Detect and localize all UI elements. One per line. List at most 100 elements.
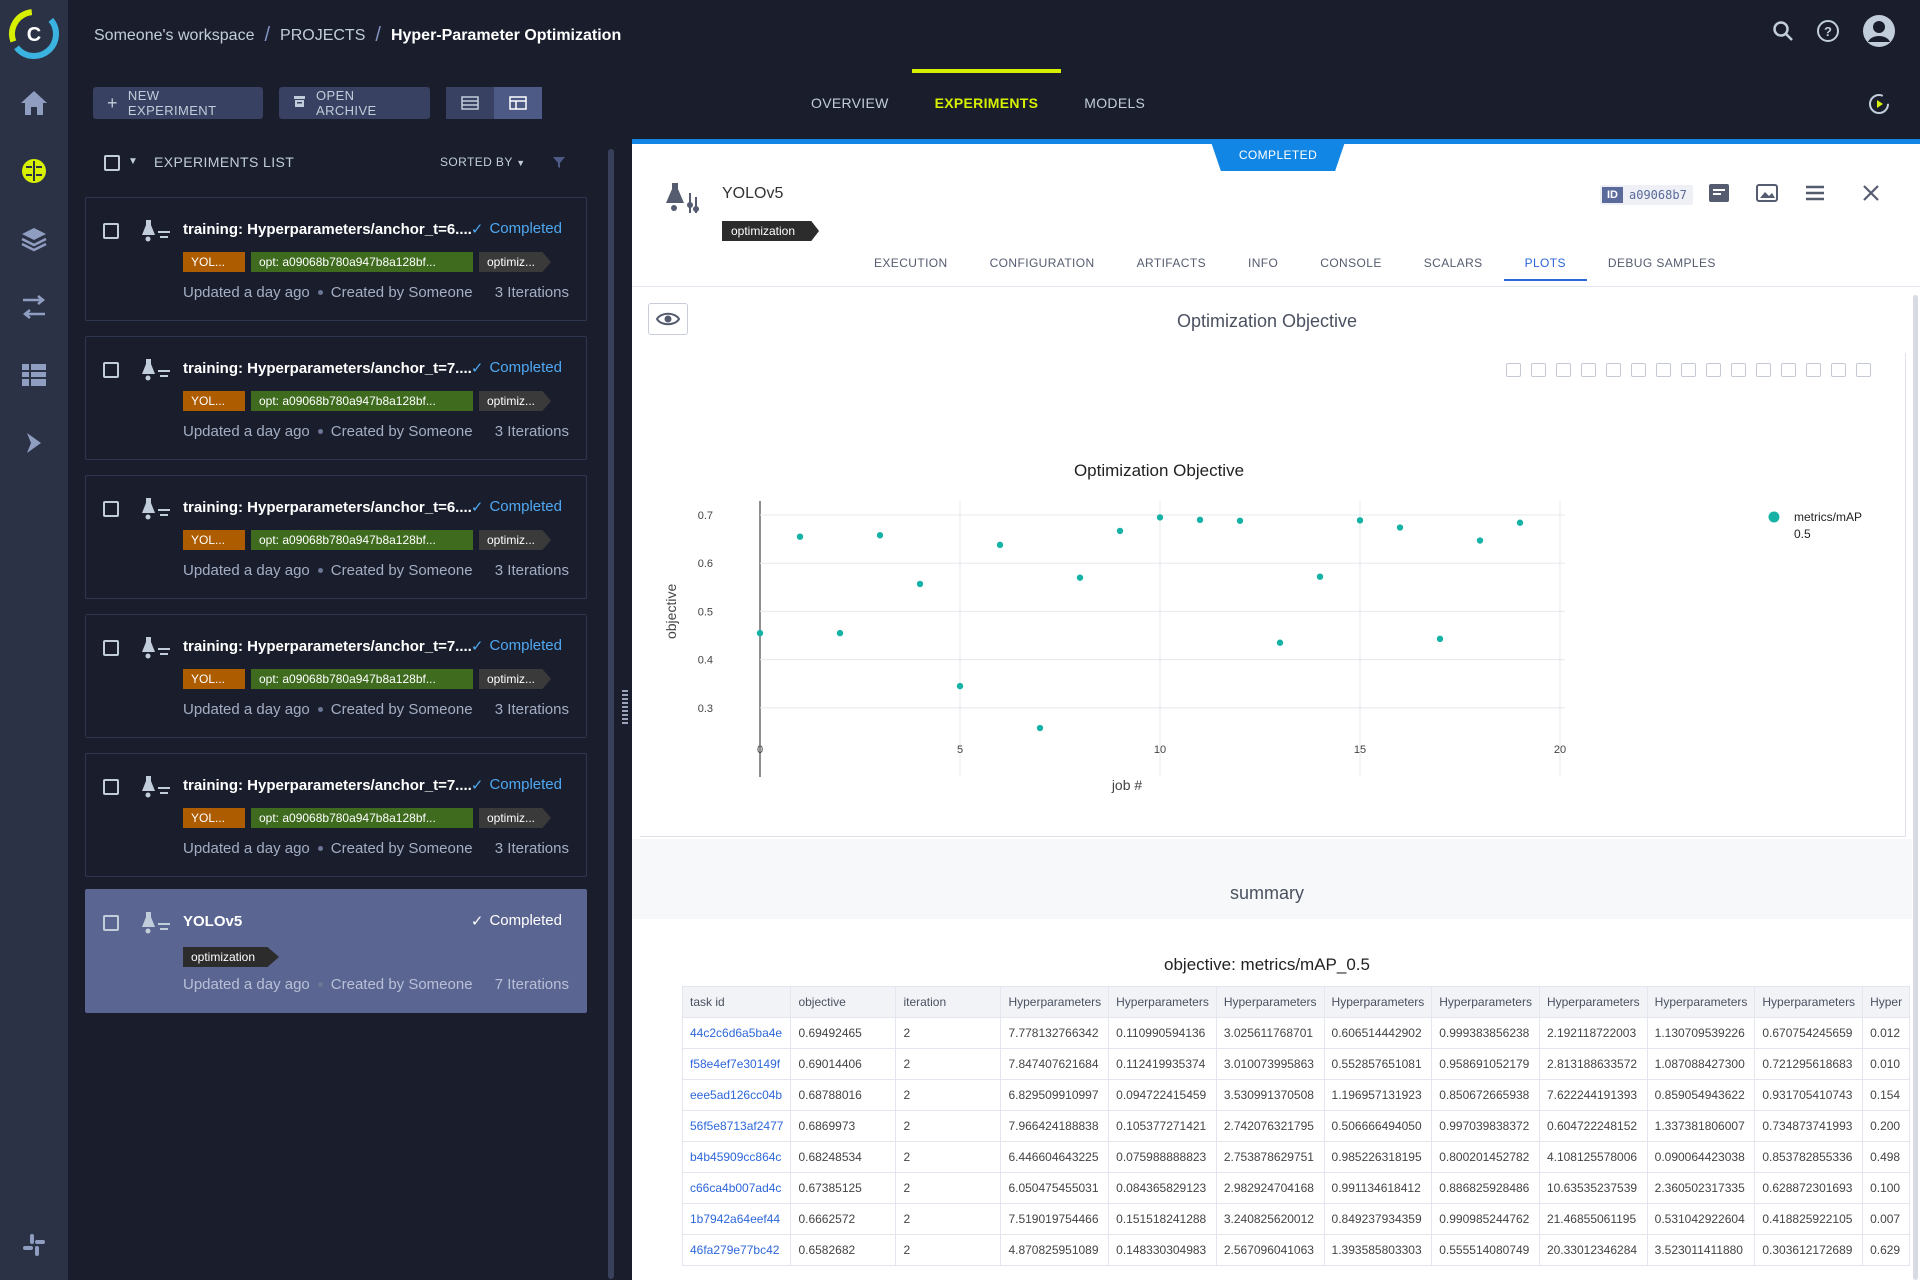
- scatter-point[interactable]: [1156, 514, 1164, 521]
- experiment-tag[interactable]: optimiz...: [479, 391, 551, 411]
- task-id-link[interactable]: 44c2c6d6a5ba4e: [681, 1017, 792, 1049]
- filter-icon[interactable]: [552, 155, 566, 174]
- workers-queues-icon[interactable]: [17, 426, 51, 460]
- auto-refresh-icon[interactable]: [1868, 93, 1890, 120]
- projects-brain-icon[interactable]: [17, 154, 51, 188]
- task-id-link[interactable]: 46fa279e77bc42: [681, 1234, 792, 1266]
- slack-icon[interactable]: [17, 1228, 51, 1262]
- tab-configuration[interactable]: CONFIGURATION: [989, 256, 1095, 270]
- scatter-point[interactable]: [996, 541, 1004, 549]
- tab-experiments[interactable]: EXPERIMENTS: [911, 67, 1062, 139]
- toggle-visibility-button[interactable]: [648, 303, 688, 335]
- download-json-icon[interactable]: [1831, 363, 1846, 377]
- menu-icon[interactable]: [1804, 184, 1826, 207]
- legend-label[interactable]: 0.5: [1794, 527, 1811, 541]
- home-icon[interactable]: [17, 86, 51, 120]
- select-all-checkbox[interactable]: [104, 155, 120, 171]
- experiment-tag[interactable]: YOL...: [183, 669, 245, 689]
- experiment-tag[interactable]: YOL...: [183, 391, 245, 411]
- maximize-icon[interactable]: [1856, 363, 1871, 377]
- spike-lines-icon[interactable]: [1781, 363, 1796, 377]
- experiment-title[interactable]: YOLOv5: [722, 185, 784, 202]
- scatter-point[interactable]: [956, 682, 964, 690]
- pipelines-icon[interactable]: [17, 290, 51, 324]
- scatter-point[interactable]: [1196, 516, 1204, 524]
- tab-models[interactable]: MODELS: [1084, 95, 1146, 111]
- details-scrollbar[interactable]: [1913, 295, 1918, 1280]
- experiment-tag[interactable]: opt: a09068b780a947b8a128bf...: [251, 391, 473, 411]
- tab-plots[interactable]: PLOTS: [1503, 245, 1588, 281]
- scatter-point[interactable]: [1516, 519, 1524, 526]
- scatter-point[interactable]: [1476, 537, 1484, 544]
- tab-debug-samples[interactable]: DEBUG SAMPLES: [1607, 256, 1716, 270]
- scatter-point[interactable]: [756, 629, 764, 637]
- select-menu-chevron-icon[interactable]: ▼: [128, 156, 138, 167]
- experiment-card[interactable]: training: Hyperparameters/anchor_t=7....…: [85, 753, 587, 877]
- task-id-link[interactable]: eee5ad126cc04b: [681, 1079, 792, 1111]
- scatter-point[interactable]: [1036, 724, 1044, 732]
- experiment-card[interactable]: training: Hyperparameters/anchor_t=6....…: [85, 475, 587, 599]
- scatter-point[interactable]: [1436, 635, 1444, 643]
- experiment-card[interactable]: YOLOv5 ✓ Completed optimization Updated a…: [85, 889, 587, 1013]
- tab-overview[interactable]: OVERVIEW: [811, 95, 889, 111]
- datasets-layers-icon[interactable]: [17, 222, 51, 256]
- legend-marker[interactable]: [1768, 511, 1780, 523]
- experiment-name[interactable]: training: Hyperparameters/anchor_t=7....: [183, 360, 472, 377]
- experiment-tag[interactable]: optimiz...: [479, 669, 551, 689]
- experiment-id-badge[interactable]: ID a09068b7: [1600, 185, 1693, 205]
- tab-artifacts[interactable]: ARTIFACTS: [1136, 256, 1206, 270]
- details-view-button[interactable]: [494, 87, 542, 119]
- reports-table-icon[interactable]: [17, 358, 51, 392]
- experiment-tag[interactable]: optimiz...: [479, 808, 551, 828]
- panel-resize-handle[interactable]: [622, 690, 628, 726]
- scatter-point[interactable]: [796, 533, 804, 540]
- scatter-point[interactable]: [1356, 517, 1364, 524]
- clearml-logo[interactable]: C: [8, 8, 60, 60]
- scatter-point[interactable]: [1316, 573, 1324, 580]
- image-panel-icon[interactable]: [1756, 183, 1778, 208]
- experiment-checkbox[interactable]: [103, 501, 119, 517]
- task-id-link[interactable]: 1b7942a64eef44: [681, 1203, 792, 1235]
- tab-info[interactable]: INFO: [1247, 256, 1279, 270]
- zoom-out-icon[interactable]: [1656, 363, 1671, 377]
- experiment-tag[interactable]: opt: a09068b780a947b8a128bf...: [251, 252, 473, 272]
- close-icon[interactable]: [1862, 184, 1880, 207]
- experiment-checkbox[interactable]: [103, 915, 119, 931]
- info-panel-icon[interactable]: [1708, 183, 1730, 208]
- zoom-in-icon[interactable]: [1631, 363, 1646, 377]
- sort-menu[interactable]: SORTED BY ▼: [440, 155, 526, 169]
- scatter-point[interactable]: [1396, 524, 1404, 531]
- legend-label[interactable]: metrics/mAP: [1794, 510, 1862, 524]
- experiment-tag[interactable]: optimiz...: [479, 252, 551, 272]
- tab-execution[interactable]: EXECUTION: [874, 256, 948, 270]
- experiment-checkbox[interactable]: [103, 223, 119, 239]
- experiment-tag[interactable]: optimization: [183, 947, 279, 967]
- scatter-point[interactable]: [876, 532, 884, 539]
- open-archive-button[interactable]: OPEN ARCHIVE: [279, 87, 430, 119]
- scatter-point[interactable]: [1236, 517, 1244, 524]
- experiment-card[interactable]: training: Hyperparameters/anchor_t=7....…: [85, 614, 587, 738]
- help-icon[interactable]: ?: [1816, 19, 1840, 48]
- hover-compare-icon[interactable]: [1756, 363, 1771, 377]
- experiment-tag[interactable]: opt: a09068b780a947b8a128bf...: [251, 530, 473, 550]
- breadcrumb-projects[interactable]: PROJECTS: [280, 26, 366, 44]
- experiment-name[interactable]: training: Hyperparameters/anchor_t=6....: [183, 499, 472, 516]
- experiment-tag[interactable]: YOL...: [183, 808, 245, 828]
- experiment-name[interactable]: YOLOv5: [183, 913, 243, 930]
- lasso-icon[interactable]: [1606, 363, 1621, 377]
- experiment-card[interactable]: training: Hyperparameters/anchor_t=7....…: [85, 336, 587, 460]
- experiment-tag[interactable]: optimization: [722, 221, 820, 241]
- experiment-tag[interactable]: optimiz...: [479, 530, 551, 550]
- experiment-name[interactable]: training: Hyperparameters/anchor_t=7....: [183, 777, 472, 794]
- experiment-tag[interactable]: YOL...: [183, 530, 245, 550]
- breadcrumb-workspace[interactable]: Someone's workspace: [94, 26, 255, 44]
- user-avatar-icon[interactable]: [1862, 14, 1896, 53]
- hover-closest-icon[interactable]: [1731, 363, 1746, 377]
- show-table-icon[interactable]: [1806, 363, 1821, 377]
- experiment-card[interactable]: training: Hyperparameters/anchor_t=6....…: [85, 197, 587, 321]
- box-select-icon[interactable]: [1581, 363, 1596, 377]
- experiment-name[interactable]: training: Hyperparameters/anchor_t=6....: [183, 221, 472, 238]
- experiment-tag[interactable]: opt: a09068b780a947b8a128bf...: [251, 669, 473, 689]
- reset-axes-icon[interactable]: [1706, 363, 1721, 377]
- scatter-point[interactable]: [916, 580, 924, 588]
